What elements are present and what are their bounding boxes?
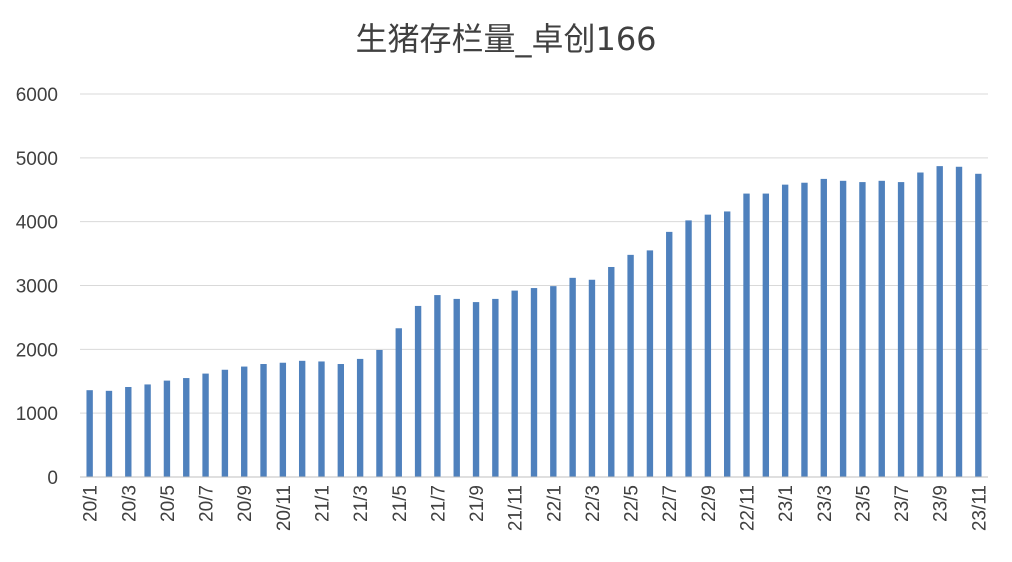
bar xyxy=(434,295,441,477)
bar xyxy=(685,220,692,477)
bar xyxy=(260,364,267,477)
x-tick-label: 23/7 xyxy=(892,485,913,522)
bar xyxy=(897,182,905,477)
x-tick-label: 21/3 xyxy=(351,485,372,522)
bar xyxy=(414,305,422,477)
y-tick-label: 5000 xyxy=(16,149,58,170)
x-tick-label: 20/5 xyxy=(158,485,179,522)
bar xyxy=(376,349,383,477)
x-tick-label: 20/7 xyxy=(197,485,218,522)
bar xyxy=(569,277,576,477)
bar xyxy=(163,380,171,477)
x-tick-label: 23/3 xyxy=(815,485,836,522)
y-tick-label: 2000 xyxy=(16,340,58,361)
bar xyxy=(298,360,306,477)
bar xyxy=(125,386,132,477)
bar xyxy=(318,361,325,477)
y-tick-label: 4000 xyxy=(16,213,58,234)
x-tick-label: 21/7 xyxy=(428,485,449,522)
x-tick-label: 22/1 xyxy=(544,485,565,522)
bar xyxy=(337,364,344,477)
bars xyxy=(86,166,982,478)
y-tick-label: 3000 xyxy=(16,277,58,298)
y-tick-label: 1000 xyxy=(16,404,58,425)
x-tick-label: 20/9 xyxy=(235,485,256,522)
bar xyxy=(144,384,151,477)
bar xyxy=(492,298,499,477)
y-tick-label: 0 xyxy=(47,468,58,489)
bar xyxy=(472,302,480,477)
x-tick-label: 23/9 xyxy=(931,485,952,522)
bar xyxy=(955,166,963,477)
bar xyxy=(666,231,673,477)
x-tick-label: 22/9 xyxy=(699,485,720,522)
bar xyxy=(608,266,615,477)
bar xyxy=(936,166,943,478)
x-tick-label: 21/5 xyxy=(390,485,411,522)
chart-title: 生猪存栏量_卓创166 xyxy=(355,20,656,58)
bar xyxy=(859,182,866,477)
x-tick-label: 21/1 xyxy=(312,485,333,522)
bar xyxy=(105,390,113,477)
bar xyxy=(395,328,402,477)
bar xyxy=(627,254,634,477)
x-tick-label: 23/11 xyxy=(969,485,990,531)
bar xyxy=(878,180,885,477)
bar xyxy=(820,178,827,478)
x-tick-label: 23/5 xyxy=(853,485,874,522)
x-tick-label: 22/5 xyxy=(622,485,643,522)
bar xyxy=(839,180,847,477)
x-tick-label: 23/1 xyxy=(776,485,797,522)
bar xyxy=(86,390,93,477)
x-tick-label: 20/1 xyxy=(81,485,102,522)
bar xyxy=(183,378,190,477)
bar xyxy=(511,290,518,477)
bar xyxy=(917,172,924,477)
bar xyxy=(724,211,731,477)
bar xyxy=(975,173,982,477)
bar xyxy=(453,298,460,477)
bar xyxy=(530,288,538,477)
bar xyxy=(550,286,557,477)
bar xyxy=(646,250,654,477)
x-tick-label: 20/11 xyxy=(274,485,295,531)
bar xyxy=(202,373,209,477)
x-tick-label: 22/11 xyxy=(738,485,759,531)
bar xyxy=(704,214,712,477)
bar xyxy=(801,182,808,477)
x-tick-label: 22/7 xyxy=(660,485,681,522)
bar xyxy=(279,362,287,477)
bar xyxy=(221,369,229,477)
x-tick-label: 20/3 xyxy=(119,485,140,522)
y-tick-label: 6000 xyxy=(16,85,58,106)
bar xyxy=(588,279,596,477)
x-tick-label: 21/11 xyxy=(506,485,527,531)
bar xyxy=(762,193,770,477)
gridlines xyxy=(80,93,988,414)
x-tick-label: 22/3 xyxy=(583,485,604,522)
bar xyxy=(241,366,248,477)
y-axis-ticks: 0 1000 2000 3000 4000 5000 6000 xyxy=(16,85,58,489)
bar xyxy=(356,358,364,477)
bar xyxy=(781,184,789,478)
x-axis-ticks: 20/1 20/3 20/5 20/7 20/9 20/11 21/1 21/3 21/5 21/… xyxy=(81,485,991,531)
x-tick-label: 21/9 xyxy=(467,485,488,522)
bar xyxy=(743,193,750,477)
